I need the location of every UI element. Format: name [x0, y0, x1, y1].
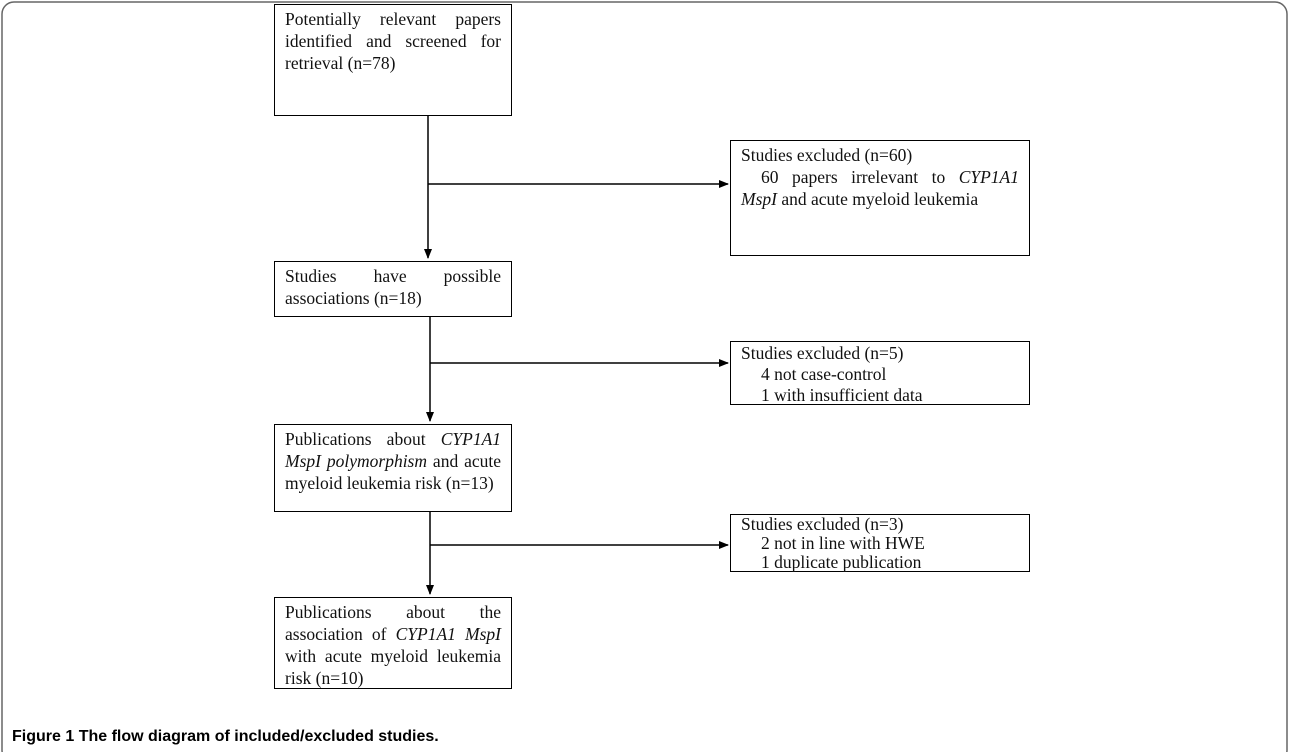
box-title: Studies excluded (n=5)	[741, 343, 904, 363]
box-line: 4 not case-control	[761, 364, 887, 384]
box-text: Potentially relevant papers identified a…	[285, 9, 501, 73]
box-line: 1 duplicate publication	[761, 552, 922, 572]
exclusion-box: Studies excluded (n=5) 4 not case-contro…	[730, 341, 1030, 405]
box-text: Publications about the association of	[285, 602, 501, 644]
exclusion-box: Studies excluded (n=3) 2 not in line wit…	[730, 514, 1030, 572]
box-text: with acute myeloid leukemia risk (n=10)	[285, 646, 501, 688]
box-line: 1 with insufficient data	[761, 385, 923, 405]
box-text: Publications about	[285, 429, 426, 449]
box-body: 60 papers irrelevant to CYP1A1 MspI and …	[741, 166, 1019, 210]
box-title: Studies excluded (n=3)	[741, 514, 904, 534]
flow-box: Studies have possible associations (n=18…	[274, 261, 512, 317]
flow-box: Potentially relevant papers identified a…	[274, 4, 512, 116]
exclusion-box: Studies excluded (n=60) 60 papers irrele…	[730, 140, 1030, 256]
caption: Figure 1 The flow diagram of included/ex…	[12, 728, 439, 746]
gene-name: CYP1A1 MspI polymorphism	[285, 429, 502, 471]
flow-box: Publications about the association of CY…	[274, 597, 512, 689]
box-text: and acute myeloid leukemia	[781, 189, 979, 209]
box-text: and acute myeloid leukemia risk (n=13)	[285, 451, 502, 493]
caption-text: The flow diagram of included/excluded st…	[78, 728, 439, 745]
gene-name: CYP1A1 MspI	[741, 167, 1019, 209]
box-line: 2 not in line with HWE	[761, 533, 925, 553]
gene-name: CYP1A1 MspI	[395, 624, 502, 644]
box-text: 60 papers irrelevant to	[761, 167, 946, 187]
box-title: Studies excluded (n=60)	[741, 145, 913, 165]
flow-box: Publications about CYP1A1 MspI polymorph…	[274, 424, 512, 512]
box-text: Studies have possible associations (n=18…	[285, 266, 501, 308]
caption-label: Figure 1	[12, 728, 75, 745]
